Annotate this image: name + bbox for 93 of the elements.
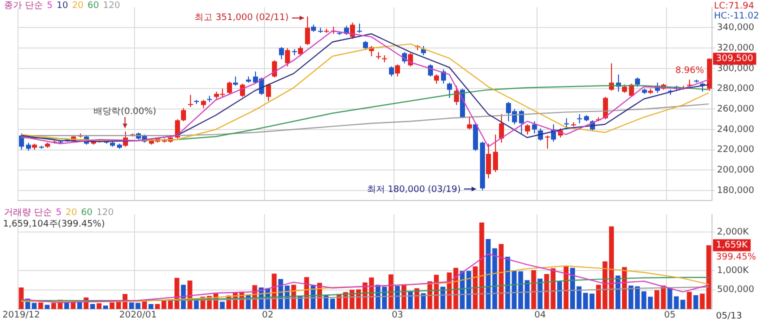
candlestick	[467, 116, 472, 130]
legend-title: 종가 단순	[4, 1, 43, 11]
bar	[38, 302, 44, 309]
annotation: 최고 351,000 (02/11)	[194, 12, 289, 23]
y-tick-label: 200,000	[717, 165, 754, 176]
text: 309,500	[716, 54, 754, 64]
x-tick-label: 04	[534, 310, 546, 321]
x-tick-label: 02	[262, 310, 274, 321]
candlestick	[635, 77, 640, 88]
candlestick	[545, 135, 550, 150]
candlestick	[318, 27, 323, 34]
candlestick	[272, 60, 277, 78]
candlestick	[395, 64, 400, 78]
x-tick-label: 2020/01	[119, 310, 157, 321]
y-tick-label: 240,000	[717, 124, 754, 135]
candlestick	[181, 108, 186, 122]
bar	[564, 266, 568, 309]
bar	[90, 304, 96, 309]
candlestick	[486, 143, 491, 179]
bar	[531, 270, 536, 309]
bar	[148, 304, 154, 309]
candlestick	[577, 114, 582, 124]
candlestick	[305, 16, 310, 46]
y-tick-label: 300,000	[717, 64, 754, 74]
candlestick	[285, 48, 290, 67]
text: LC:71.94	[714, 1, 754, 12]
bar	[220, 302, 225, 309]
candlestick	[227, 81, 232, 94]
candlestick	[609, 62, 614, 92]
text: 5	[56, 208, 62, 218]
candlestick	[532, 120, 537, 134]
bar	[142, 300, 147, 309]
bar	[388, 274, 394, 309]
text: 10	[56, 1, 68, 11]
y-tick-label: 340,000	[717, 23, 754, 34]
bar	[32, 302, 37, 309]
bar	[395, 286, 400, 309]
bar	[408, 291, 413, 309]
text: 5	[46, 1, 53, 11]
candlestick	[564, 118, 569, 130]
y-tick-label: 260,000	[717, 104, 754, 114]
bar	[686, 292, 692, 309]
y-tick-label: 280,000	[717, 84, 754, 94]
candlestick	[357, 23, 362, 34]
bar	[538, 278, 543, 309]
bar	[557, 281, 562, 309]
y-tick-label: 220,000	[717, 145, 754, 156]
y-tick-label: 2,000K	[717, 227, 750, 238]
bar	[96, 303, 102, 309]
bar	[700, 294, 705, 309]
candlestick	[279, 46, 284, 60]
candlestick	[266, 83, 271, 102]
legend-title: 거래량 단순	[4, 208, 52, 218]
annotation: 1,659,104주(399.45%)	[3, 219, 105, 230]
annotation: 8.96%	[675, 66, 704, 76]
text: 60	[81, 208, 93, 218]
candlestick	[408, 52, 413, 67]
candlestick	[233, 76, 238, 86]
y-tick-label: 320,000	[717, 43, 754, 54]
text: 05/13	[716, 311, 742, 322]
bar	[706, 245, 712, 309]
text: 1,659K	[716, 240, 749, 251]
y-tick-label: 500,000	[717, 285, 754, 296]
candlestick	[389, 66, 394, 78]
y-tick-label: 180,000	[717, 186, 754, 196]
text: 20	[72, 1, 84, 11]
candlestick	[298, 46, 303, 57]
bar	[693, 295, 698, 309]
candlestick	[376, 52, 381, 60]
bar	[420, 293, 426, 309]
candlestick	[525, 124, 530, 136]
candlestick	[519, 110, 524, 134]
candlestick	[434, 74, 439, 84]
candlestick	[350, 22, 355, 40]
x-tick-label: 2019/12	[2, 310, 40, 321]
candlestick	[188, 94, 193, 108]
candlestick	[447, 82, 452, 98]
annotation: 배당락(0.00%)	[94, 106, 156, 117]
candlestick	[363, 40, 368, 51]
text: 60	[88, 1, 99, 11]
candlestick	[499, 114, 504, 144]
annotation: 최저 180,000 (03/19)	[366, 184, 461, 195]
candlestick	[493, 134, 498, 173]
x-tick-label: 05	[664, 310, 676, 321]
text: 399.45%	[716, 252, 756, 263]
text: 20	[66, 208, 78, 218]
x-tick-label: 03	[392, 310, 404, 321]
bar	[103, 306, 108, 309]
text: HC:-11.02	[714, 11, 760, 22]
text: 120	[96, 208, 114, 218]
candlestick	[240, 83, 245, 98]
y-tick-label: 1,000K	[717, 266, 750, 276]
text: 120	[102, 1, 120, 11]
